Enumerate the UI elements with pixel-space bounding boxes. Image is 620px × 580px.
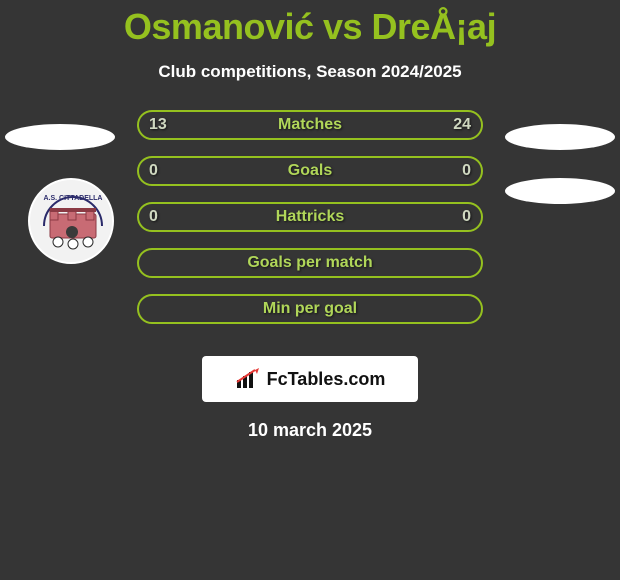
page-subtitle: Club competitions, Season 2024/2025 xyxy=(0,62,620,82)
stat-left-value: 0 xyxy=(149,208,158,226)
stat-bar: Min per goal xyxy=(137,294,483,324)
stat-left-value: 13 xyxy=(149,116,167,134)
stat-row: 0 Hattricks 0 xyxy=(0,202,620,248)
stat-right-value: 0 xyxy=(462,208,471,226)
stat-label: Hattricks xyxy=(276,208,344,226)
stat-label: Goals xyxy=(288,162,332,180)
stat-bar: 13 Matches 24 xyxy=(137,110,483,140)
stats-rows: 13 Matches 24 0 Goals 0 0 Hattricks 0 Go… xyxy=(0,110,620,340)
stat-label: Goals per match xyxy=(247,254,372,272)
stat-label: Matches xyxy=(278,116,342,134)
stat-bar: 0 Hattricks 0 xyxy=(137,202,483,232)
attribution-text: FcTables.com xyxy=(267,369,386,390)
stat-row: Min per goal xyxy=(0,294,620,340)
stat-label: Min per goal xyxy=(263,300,357,318)
stat-bar: 0 Goals 0 xyxy=(137,156,483,186)
attribution-box: FcTables.com xyxy=(202,356,418,402)
stat-row: 0 Goals 0 xyxy=(0,156,620,202)
date-label: 10 march 2025 xyxy=(0,420,620,441)
stat-right-value: 24 xyxy=(453,116,471,134)
stat-row: 13 Matches 24 xyxy=(0,110,620,156)
page-title: Osmanović vs DreÅ¡aj xyxy=(0,0,620,48)
stat-right-value: 0 xyxy=(462,162,471,180)
stat-left-value: 0 xyxy=(149,162,158,180)
stat-bar: Goals per match xyxy=(137,248,483,278)
bar-chart-icon xyxy=(235,368,261,390)
attribution-logo: FcTables.com xyxy=(235,368,386,390)
stat-row: Goals per match xyxy=(0,248,620,294)
